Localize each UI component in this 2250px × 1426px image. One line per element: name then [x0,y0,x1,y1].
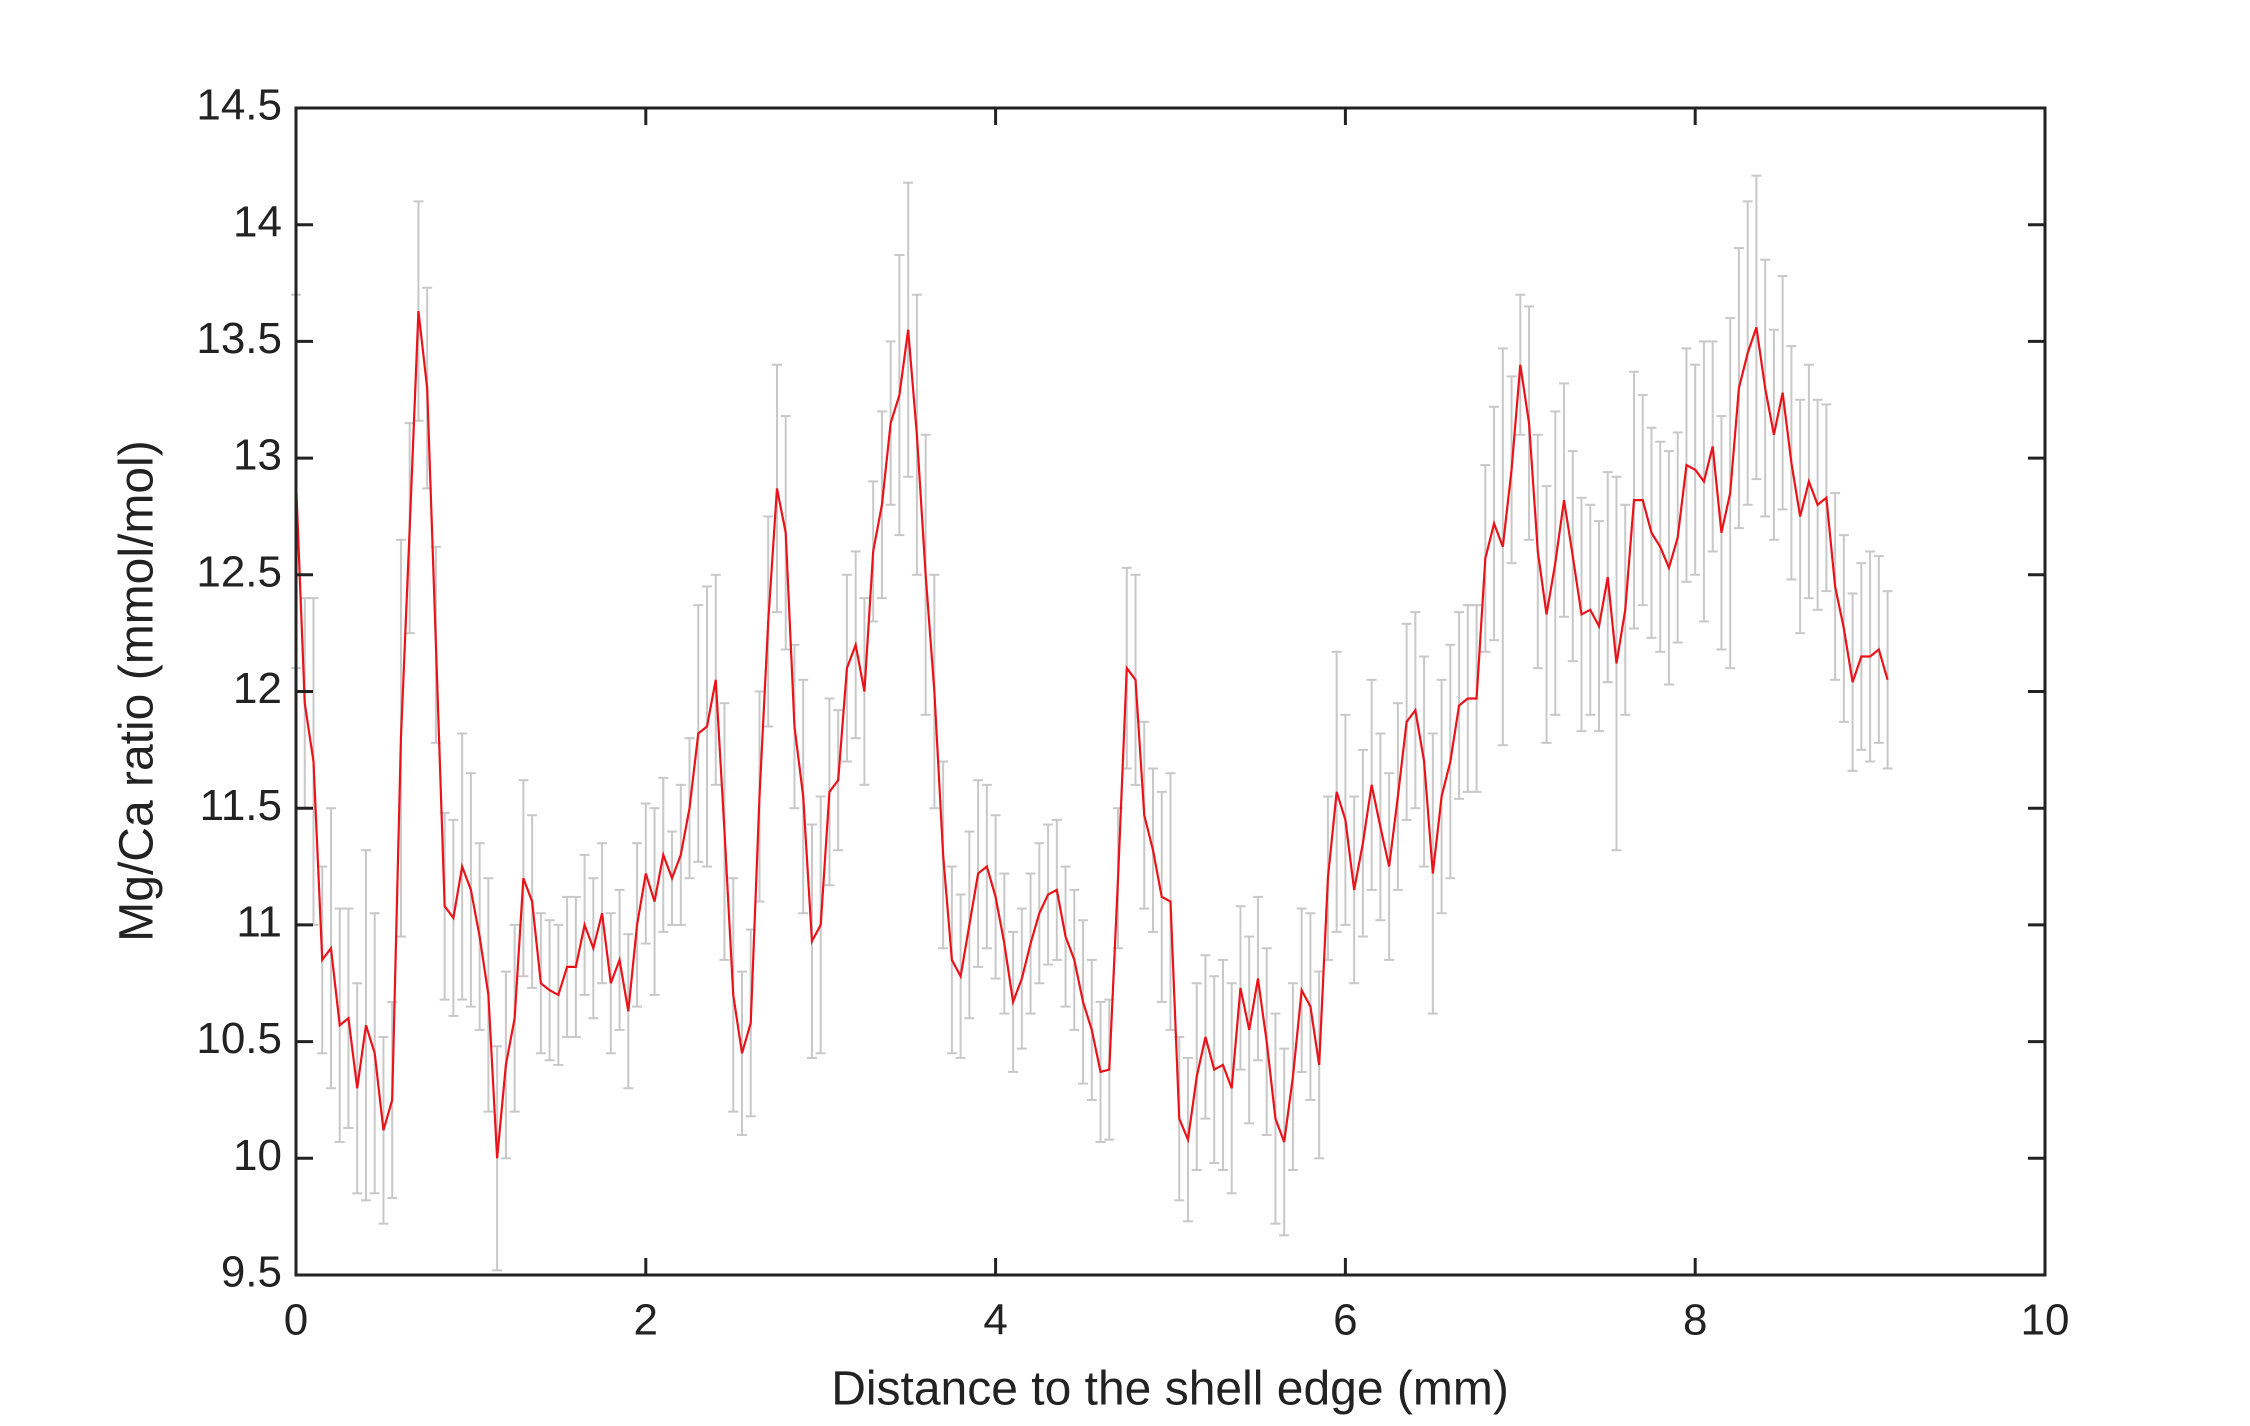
x-tick-label: 0 [284,1296,308,1345]
x-axis-label: Distance to the shell edge (mm) [831,1363,1509,1416]
x-tick-label: 8 [1683,1296,1707,1345]
y-tick-label: 11 [236,898,282,947]
y-axis-label: Mg/Ca ratio (mmol/mol) [111,440,164,941]
y-tick-label: 13 [233,431,282,480]
plot-frame [294,106,2047,1277]
x-tick-label: 10 [2021,1296,2070,1345]
x-tick-label: 6 [1333,1296,1357,1345]
y-tick-label: 9.5 [221,1248,282,1297]
y-tick-label: 14.5 [196,81,282,130]
x-tick-label: 2 [634,1296,658,1345]
y-tick-label: 14 [233,197,282,246]
y-tick-label: 12 [233,664,282,713]
data-line [294,310,1889,1159]
x-tick-label: 4 [983,1296,1007,1345]
y-tick-label: 10.5 [196,1014,282,1063]
y-tick-label: 13.5 [196,314,282,363]
y-tick-label: 10 [233,1131,282,1180]
y-tick-label: 11.5 [200,781,282,830]
y-tick-label: 12.5 [196,547,282,596]
